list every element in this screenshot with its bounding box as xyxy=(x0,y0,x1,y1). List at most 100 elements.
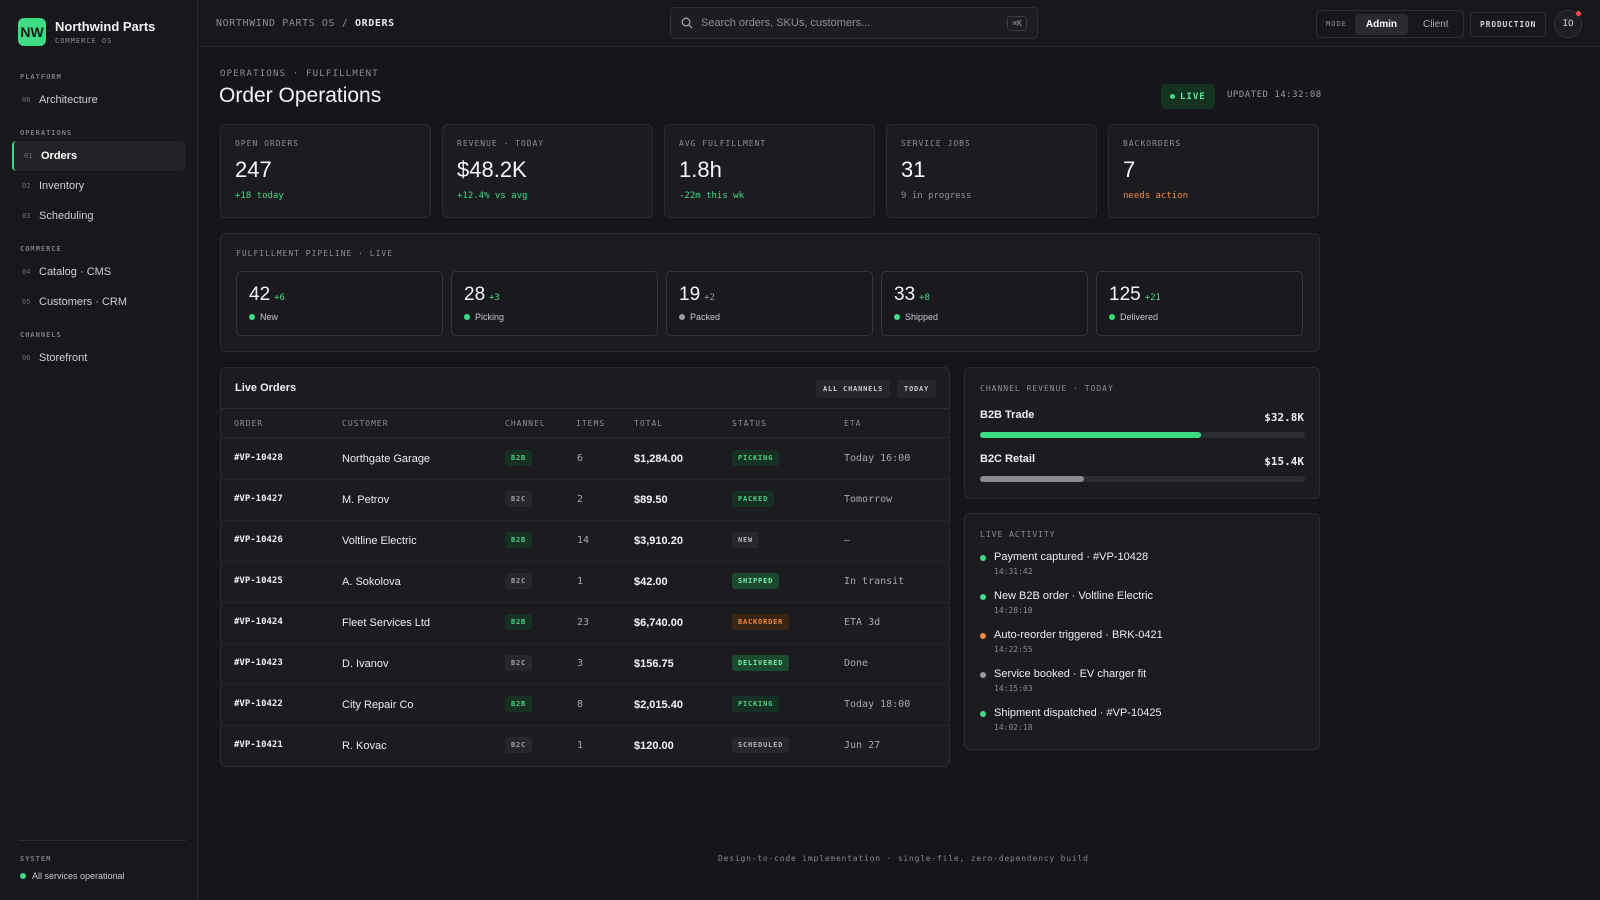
sidebar-item-storefront[interactable]: 06 Storefront xyxy=(12,343,186,373)
sidebar-item-scheduling[interactable]: 03 Scheduling xyxy=(12,201,186,231)
kpi-value: 7 xyxy=(1123,157,1136,182)
brand-logo: NW xyxy=(18,18,46,46)
activity-time: 14:31:42 xyxy=(994,567,1033,576)
table-row[interactable]: #VP-10421 R. Kovac B2C 1 $120.00 SCHEDUL… xyxy=(221,726,949,767)
channel-revenue-title: CHANNEL REVENUE · TODAY xyxy=(980,384,1114,393)
column-header-status[interactable]: STATUS xyxy=(732,419,767,428)
kpi-label: OPEN ORDERS xyxy=(235,139,299,148)
nav-number: 02 xyxy=(22,182,31,190)
live-label: LIVE xyxy=(1180,91,1206,102)
pipeline-stage-shipped[interactable]: 33 +8 Shipped xyxy=(881,271,1088,336)
order-id[interactable]: #VP-10427 xyxy=(234,494,283,504)
column-header-order[interactable]: ORDER xyxy=(234,419,264,428)
item-count: 6 xyxy=(577,453,584,464)
activity-item[interactable]: Auto-reorder triggered · BRK-0421 14:22:5… xyxy=(980,629,1163,654)
page-eyebrow: OPERATIONS · FULFILLMENT xyxy=(220,69,379,79)
sidebar-item-orders[interactable]: 01 Orders xyxy=(12,141,186,171)
table-row[interactable]: #VP-10425 A. Sokolova B2C 1 $42.00 SHIPP… xyxy=(221,562,949,603)
activity-text: Shipment dispatched · #VP-10425 xyxy=(994,707,1162,719)
filter-today[interactable]: TODAY xyxy=(897,380,937,398)
channel-value: $15.4K xyxy=(1264,455,1304,468)
activity-time: 14:28:10 xyxy=(994,606,1033,615)
nav-number: 05 xyxy=(22,298,31,306)
status-badge: BACKORDER xyxy=(732,614,790,630)
system-status: All services operational xyxy=(20,871,125,881)
channel-badge: B2C xyxy=(505,573,533,589)
sidebar-item-architecture[interactable]: 00 Architecture xyxy=(12,85,186,115)
order-id[interactable]: #VP-10421 xyxy=(234,740,283,750)
pipeline-stage-delivered[interactable]: 125 +21 Delivered xyxy=(1096,271,1303,336)
stage-label: Packed xyxy=(690,312,721,322)
kpi-card-revenue[interactable]: REVENUE · TODAY $48.2K +12.4% vs avg xyxy=(442,124,653,218)
sidebar-item-catalog[interactable]: 04 Catalog · CMS xyxy=(12,257,186,287)
kpi-card-avg-fulfillment[interactable]: AVG FULFILLMENT 1.8h -22m this wk xyxy=(664,124,875,218)
kpi-card-backorders[interactable]: BACKORDERS 7 needs action xyxy=(1108,124,1319,218)
status-dot-icon xyxy=(1109,314,1115,320)
pipeline-stage-picking[interactable]: 28 +3 Picking xyxy=(451,271,658,336)
avatar-initials: IO xyxy=(1562,19,1574,29)
order-eta: Today 16:00 xyxy=(844,453,911,464)
order-eta: Tomorrow xyxy=(844,494,893,505)
filter-all-channels[interactable]: ALL CHANNELS xyxy=(816,380,891,398)
sidebar-item-label: Storefront xyxy=(39,352,88,364)
channel-name: B2C Retail xyxy=(980,453,1036,465)
system-label: SYSTEM xyxy=(20,855,52,863)
breadcrumb-root[interactable]: NORTHWIND PARTS OS xyxy=(216,18,336,29)
order-id[interactable]: #VP-10423 xyxy=(234,658,283,668)
kpi-note: +12.4% vs avg xyxy=(457,191,528,201)
environment-badge[interactable]: PRODUCTION xyxy=(1470,12,1547,37)
order-id[interactable]: #VP-10425 xyxy=(234,576,283,586)
customer-name: A. Sokolova xyxy=(342,576,401,588)
order-id[interactable]: #VP-10422 xyxy=(234,699,283,709)
order-id[interactable]: #VP-10424 xyxy=(234,617,283,627)
avatar[interactable]: IO xyxy=(1554,10,1582,38)
brand[interactable]: NW Northwind Parts COMMERCE OS xyxy=(18,18,155,46)
column-header-total[interactable]: TOTAL xyxy=(634,419,664,428)
column-header-channel[interactable]: CHANNEL xyxy=(505,419,546,428)
table-row[interactable]: #VP-10428 Northgate Garage B2B 6 $1,284.… xyxy=(221,439,949,480)
pipeline-stage-packed[interactable]: 19 +2 Packed xyxy=(666,271,873,336)
activity-item[interactable]: New B2B order · Voltline Electric 14:28:1… xyxy=(980,590,1153,615)
pipeline-stage-new[interactable]: 42 +6 New xyxy=(236,271,443,336)
brand-name: Northwind Parts xyxy=(55,19,156,34)
nav-number: 04 xyxy=(22,268,31,276)
mode-admin-button[interactable]: Admin xyxy=(1354,13,1408,35)
kpi-value: 247 xyxy=(235,157,272,182)
order-id[interactable]: #VP-10428 xyxy=(234,453,283,463)
status-dot-icon xyxy=(980,672,986,678)
search-box[interactable]: ⌘K xyxy=(670,7,1038,39)
activity-item[interactable]: Payment captured · #VP-10428 14:31:42 xyxy=(980,551,1148,576)
item-count: 23 xyxy=(577,617,590,628)
kpi-card-service-jobs[interactable]: SERVICE JOBS 31 9 in progress xyxy=(886,124,1097,218)
table-row[interactable]: #VP-10422 City Repair Co B2B 8 $2,015.40… xyxy=(221,685,949,726)
item-count: 1 xyxy=(577,740,584,751)
order-id[interactable]: #VP-10426 xyxy=(234,535,283,545)
system-status-text: All services operational xyxy=(32,871,125,881)
revenue-bar-b2b xyxy=(980,432,1201,438)
channel-badge: B2B xyxy=(505,450,533,466)
status-dot-icon xyxy=(980,711,986,717)
order-eta: Today 18:00 xyxy=(844,699,911,710)
order-eta: Jun 27 xyxy=(844,740,881,751)
live-orders-panel: Live Orders ALL CHANNELS TODAY ORDER CUS… xyxy=(220,367,950,767)
column-header-eta[interactable]: ETA xyxy=(844,419,862,428)
search-input[interactable] xyxy=(701,17,1000,29)
sidebar-item-inventory[interactable]: 02 Inventory xyxy=(12,171,186,201)
status-badge: PICKING xyxy=(732,450,780,466)
sidebar-item-customers[interactable]: 05 Customers · CRM xyxy=(12,287,186,317)
table-row[interactable]: #VP-10426 Voltline Electric B2B 14 $3,91… xyxy=(221,521,949,562)
activity-text: Payment captured · #VP-10428 xyxy=(994,551,1149,563)
kpi-card-open-orders[interactable]: OPEN ORDERS 247 +18 today xyxy=(220,124,431,218)
column-header-items[interactable]: ITEMS xyxy=(576,419,606,428)
sidebar-item-label: Customers · CRM xyxy=(39,296,128,308)
table-row[interactable]: #VP-10423 D. Ivanov B2C 3 $156.75 DELIVE… xyxy=(221,644,949,685)
status-dot-icon xyxy=(249,314,255,320)
activity-item[interactable]: Shipment dispatched · #VP-10425 14:02:18 xyxy=(980,707,1162,732)
activity-item[interactable]: Service booked · EV charger fit 14:15:03 xyxy=(980,668,1146,693)
kpi-value: $48.2K xyxy=(457,157,527,182)
mode-client-button[interactable]: Client xyxy=(1422,18,1449,30)
column-header-customer[interactable]: CUSTOMER xyxy=(342,419,389,428)
sidebar-item-label: Architecture xyxy=(39,94,98,106)
table-row[interactable]: #VP-10424 Fleet Services Ltd B2B 23 $6,7… xyxy=(221,603,949,644)
table-row[interactable]: #VP-10427 M. Petrov B2C 2 $89.50 PACKED … xyxy=(221,480,949,521)
